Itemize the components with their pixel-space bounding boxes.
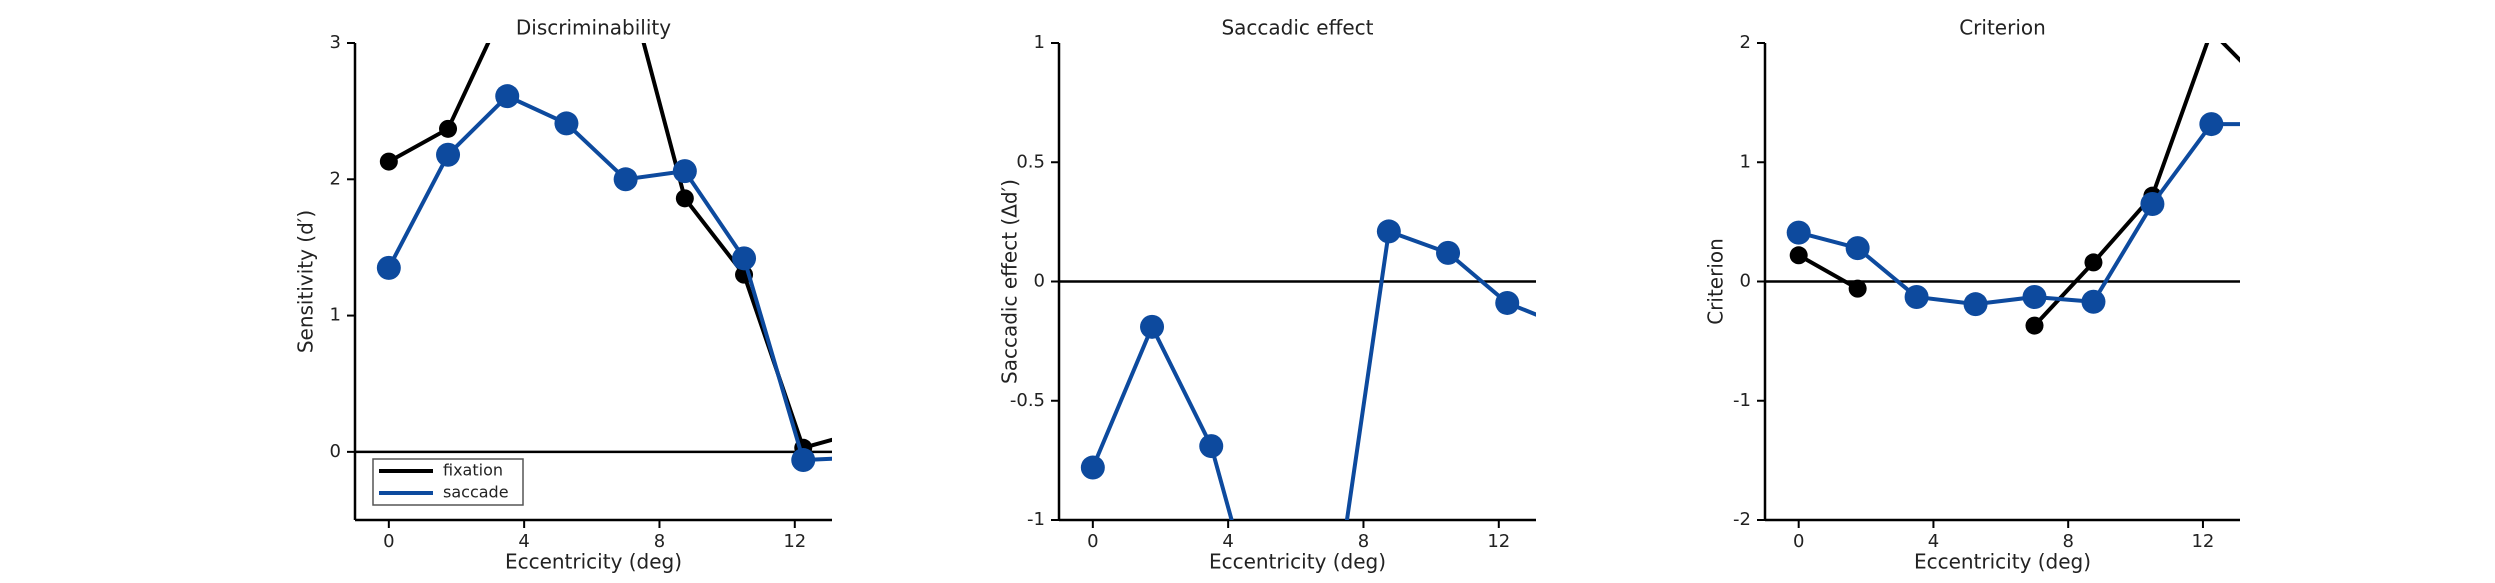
data-point bbox=[2202, 22, 2220, 40]
x-tick-label: 12 bbox=[1487, 531, 1510, 552]
legend-label: fixation bbox=[443, 461, 503, 480]
y-tick-label: 1 bbox=[1740, 151, 1751, 172]
data-point bbox=[853, 422, 871, 440]
data-point bbox=[1848, 279, 1867, 298]
data-point bbox=[2022, 285, 2047, 310]
x-tick-label: 8 bbox=[1358, 531, 1369, 552]
x-tick-label: 4 bbox=[1222, 531, 1233, 552]
x-tick-label: 4 bbox=[518, 531, 529, 552]
y-tick-label: -1 bbox=[1733, 390, 1751, 411]
data-point bbox=[1495, 290, 1520, 315]
data-point bbox=[1140, 314, 1165, 339]
chart-panel: Criterion Eccentricity (deg) Criterion -2 -1… bbox=[1704, 16, 2282, 574]
x-axis-label: Eccentricity (deg) bbox=[505, 550, 682, 574]
x-tick-label: 0 bbox=[383, 531, 394, 552]
data-point bbox=[2199, 112, 2224, 137]
y-axis-label: Criterion bbox=[1704, 238, 1728, 325]
chart-panel: Saccadic effect Eccentricity (deg) Saccadi… bbox=[998, 16, 1578, 574]
series-line bbox=[387, 93, 832, 463]
chart-title: Discriminability bbox=[516, 16, 671, 40]
data-point bbox=[2140, 191, 2165, 216]
data-point bbox=[1376, 219, 1401, 244]
x-tick-label: 12 bbox=[783, 531, 806, 552]
x-tick-label: 4 bbox=[1928, 531, 1939, 552]
data-point bbox=[498, 0, 516, 11]
y-tick-label: -0.5 bbox=[1010, 390, 1045, 411]
data-point bbox=[613, 167, 638, 192]
data-point bbox=[1786, 220, 1811, 245]
y-axis-label: Sensitivity (d′) bbox=[294, 210, 318, 353]
data-point bbox=[376, 255, 401, 280]
y-tick-label: 3 bbox=[330, 32, 341, 53]
y-tick-label: 0 bbox=[330, 441, 341, 462]
series-line bbox=[1798, 122, 2240, 307]
data-point bbox=[732, 246, 757, 271]
plot-area bbox=[376, 0, 874, 473]
y-tick-label: -2 bbox=[1733, 509, 1751, 530]
data-point bbox=[554, 111, 579, 136]
series-line bbox=[387, 43, 832, 451]
data-point bbox=[850, 445, 874, 469]
y-tick-label: -1 bbox=[1027, 509, 1045, 530]
y-tick-label: 1 bbox=[1034, 32, 1045, 53]
data-point bbox=[495, 84, 520, 109]
plot-area bbox=[1080, 219, 1578, 520]
y-tick-label: 0 bbox=[1740, 271, 1751, 292]
series-line bbox=[1090, 228, 1536, 520]
data-point bbox=[1554, 315, 1578, 339]
y-axis-label: Saccadic effect (Δd′) bbox=[998, 179, 1022, 384]
x-tick-label: 8 bbox=[2062, 531, 2073, 552]
x-tick-label: 0 bbox=[1793, 531, 1804, 552]
data-point bbox=[1845, 236, 1870, 261]
y-tick-label: 2 bbox=[330, 168, 341, 189]
data-point bbox=[1080, 455, 1105, 480]
x-tick-label: 8 bbox=[654, 531, 665, 552]
data-point bbox=[675, 189, 694, 208]
y-tick-label: 0.5 bbox=[1016, 151, 1045, 172]
data-point bbox=[2025, 316, 2044, 335]
y-tick-label: 1 bbox=[330, 305, 341, 326]
chart-title: Saccadic effect bbox=[1221, 16, 1373, 40]
data-point bbox=[2261, 82, 2279, 100]
data-point bbox=[2258, 112, 2282, 136]
x-tick-label: 12 bbox=[2191, 531, 2214, 552]
chart-panel: Discriminability Eccentricity (deg) Sensit… bbox=[294, 0, 874, 574]
data-point bbox=[439, 119, 458, 138]
data-point bbox=[791, 448, 816, 473]
x-axis-label: Eccentricity (deg) bbox=[1209, 550, 1386, 574]
data-point bbox=[436, 142, 461, 167]
data-point bbox=[2084, 253, 2103, 272]
data-point bbox=[1789, 246, 1808, 265]
data-point bbox=[1963, 292, 1988, 317]
x-tick-label: 0 bbox=[1087, 531, 1098, 552]
data-point bbox=[672, 159, 697, 184]
legend-label: saccade bbox=[443, 483, 509, 502]
plot-area bbox=[1786, 22, 2282, 335]
y-tick-label: 0 bbox=[1034, 271, 1045, 292]
x-axis-label: Eccentricity (deg) bbox=[1914, 550, 2091, 574]
data-point bbox=[1199, 434, 1224, 459]
data-point bbox=[1904, 285, 1929, 310]
data-point bbox=[1436, 240, 1461, 265]
legend: fixation saccade bbox=[372, 458, 524, 506]
y-tick-label: 2 bbox=[1740, 32, 1751, 53]
chart-title: Criterion bbox=[1959, 16, 2046, 40]
data-point bbox=[2081, 289, 2106, 314]
data-point bbox=[379, 152, 398, 171]
legend-box bbox=[372, 458, 524, 506]
